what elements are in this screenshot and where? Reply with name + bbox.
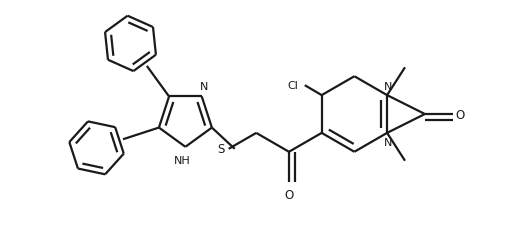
Text: N: N — [199, 82, 208, 92]
Text: NH: NH — [174, 155, 191, 165]
Text: S: S — [217, 143, 225, 156]
Text: O: O — [284, 188, 293, 201]
Text: N: N — [384, 137, 392, 147]
Text: Cl: Cl — [287, 81, 298, 91]
Text: N: N — [384, 82, 392, 92]
Text: O: O — [456, 108, 465, 121]
